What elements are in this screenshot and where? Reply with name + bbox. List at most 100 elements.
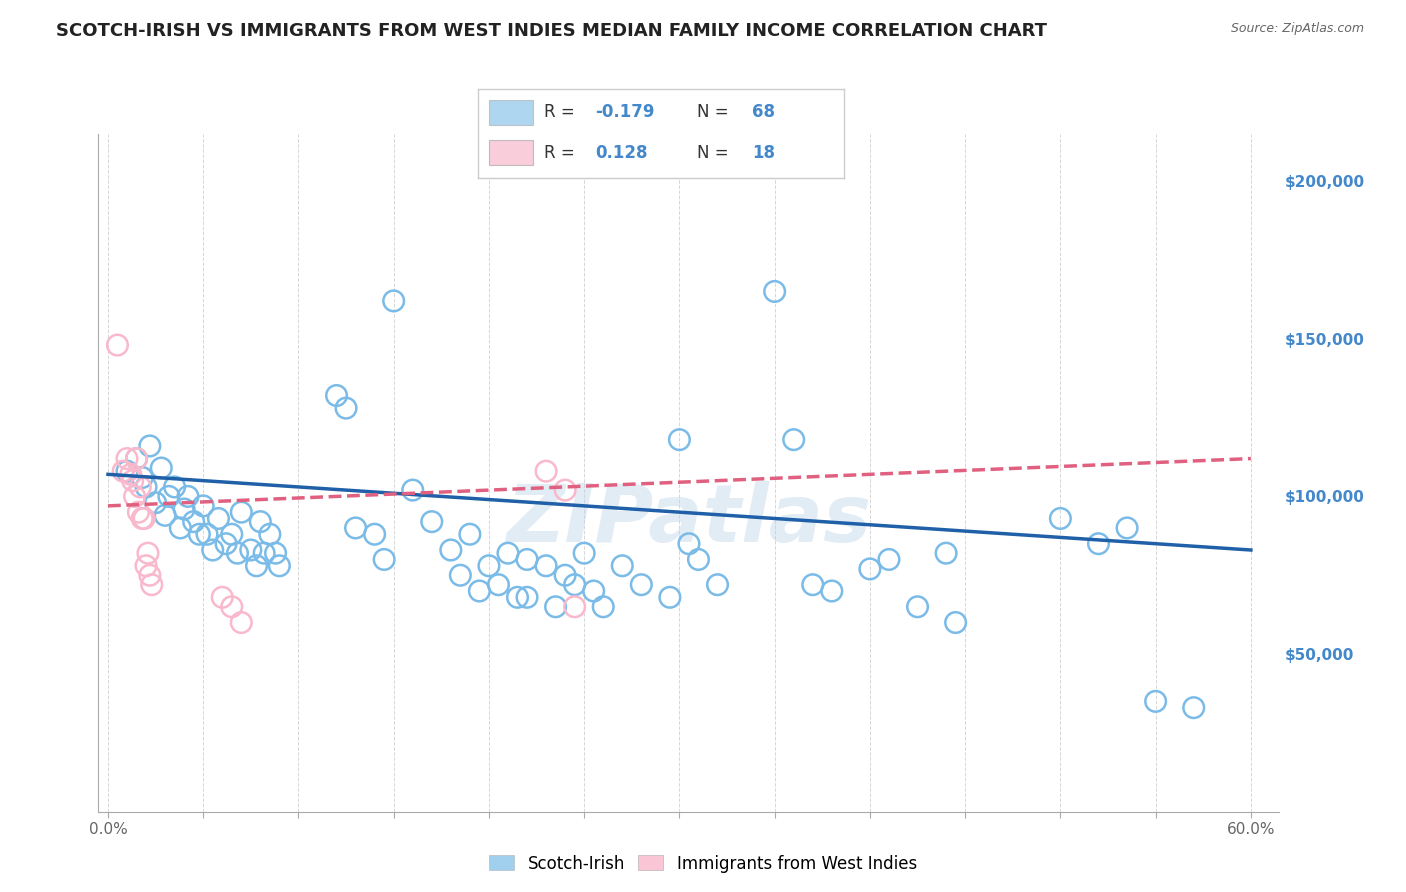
Point xyxy=(239,543,262,558)
Point xyxy=(121,474,143,488)
Point xyxy=(207,511,229,525)
Point xyxy=(554,568,576,582)
Point xyxy=(115,451,138,466)
Point xyxy=(157,490,180,504)
Point xyxy=(516,552,538,566)
Point xyxy=(131,511,153,525)
Point xyxy=(763,285,786,299)
Text: 0.128: 0.128 xyxy=(595,144,648,161)
Point xyxy=(440,543,463,558)
Point xyxy=(129,480,152,494)
Point xyxy=(382,293,405,308)
Point xyxy=(688,552,710,566)
Point xyxy=(373,552,395,566)
Point xyxy=(193,499,215,513)
Point xyxy=(163,480,186,494)
Point xyxy=(534,464,557,478)
Point xyxy=(150,461,173,475)
Point xyxy=(253,546,276,560)
Point xyxy=(554,483,576,497)
Point xyxy=(231,615,253,630)
Point xyxy=(468,584,491,599)
Point xyxy=(783,433,806,447)
Text: 18: 18 xyxy=(752,144,775,161)
Point xyxy=(141,577,163,591)
Point xyxy=(1116,521,1139,535)
Text: 68: 68 xyxy=(752,103,775,121)
Point xyxy=(169,521,191,535)
Point xyxy=(678,537,700,551)
Point xyxy=(344,521,367,535)
Point xyxy=(544,599,567,614)
Point xyxy=(173,502,195,516)
Text: R =: R = xyxy=(544,103,579,121)
Point xyxy=(249,515,271,529)
Point xyxy=(496,546,519,560)
Point xyxy=(582,584,605,599)
Point xyxy=(188,527,211,541)
Text: ZIPatlas: ZIPatlas xyxy=(506,481,872,559)
Point xyxy=(801,577,824,591)
Point xyxy=(125,451,148,466)
Point xyxy=(264,546,287,560)
Point xyxy=(115,464,138,478)
Text: N =: N = xyxy=(697,144,734,161)
Point xyxy=(488,577,510,591)
Point xyxy=(139,439,162,453)
Point xyxy=(221,527,243,541)
Point xyxy=(139,568,162,582)
Point xyxy=(821,584,844,599)
Point xyxy=(534,558,557,573)
Point xyxy=(363,527,385,541)
Legend: Scotch-Irish, Immigrants from West Indies: Scotch-Irish, Immigrants from West Indie… xyxy=(482,848,924,880)
Point xyxy=(211,591,233,605)
Point xyxy=(612,558,634,573)
Point xyxy=(859,562,882,576)
Point xyxy=(668,433,690,447)
Point xyxy=(335,401,357,416)
Text: N =: N = xyxy=(697,103,734,121)
Text: SCOTCH-IRISH VS IMMIGRANTS FROM WEST INDIES MEDIAN FAMILY INCOME CORRELATION CHA: SCOTCH-IRISH VS IMMIGRANTS FROM WEST IND… xyxy=(56,22,1047,40)
Text: Source: ZipAtlas.com: Source: ZipAtlas.com xyxy=(1230,22,1364,36)
Bar xyxy=(489,140,533,165)
Point xyxy=(120,467,142,482)
Point xyxy=(945,615,967,630)
Point xyxy=(145,496,167,510)
Text: R =: R = xyxy=(544,144,579,161)
Point xyxy=(1182,700,1205,714)
Point xyxy=(420,515,443,529)
Point xyxy=(402,483,425,497)
Point xyxy=(135,558,157,573)
Point xyxy=(215,537,238,551)
Text: -0.179: -0.179 xyxy=(595,103,655,121)
Point xyxy=(135,480,157,494)
Point xyxy=(201,543,224,558)
Bar xyxy=(489,100,533,125)
Point xyxy=(183,515,205,529)
Point xyxy=(564,577,586,591)
Point xyxy=(107,338,129,352)
Point xyxy=(1144,694,1167,708)
Point xyxy=(245,558,267,573)
Point xyxy=(177,490,200,504)
Point xyxy=(1049,511,1071,525)
Point xyxy=(907,599,929,614)
Point xyxy=(134,511,156,525)
Point xyxy=(259,527,281,541)
Point xyxy=(127,505,149,519)
Point xyxy=(572,546,595,560)
Point xyxy=(592,599,614,614)
Point xyxy=(506,591,529,605)
Point xyxy=(226,546,249,560)
Point xyxy=(136,546,159,560)
Point xyxy=(564,599,586,614)
Point xyxy=(269,558,291,573)
Point xyxy=(630,577,652,591)
Point xyxy=(458,527,481,541)
Point xyxy=(195,527,218,541)
Point xyxy=(935,546,957,560)
Point xyxy=(516,591,538,605)
Point xyxy=(221,599,243,614)
Point xyxy=(449,568,471,582)
Point xyxy=(153,508,176,523)
